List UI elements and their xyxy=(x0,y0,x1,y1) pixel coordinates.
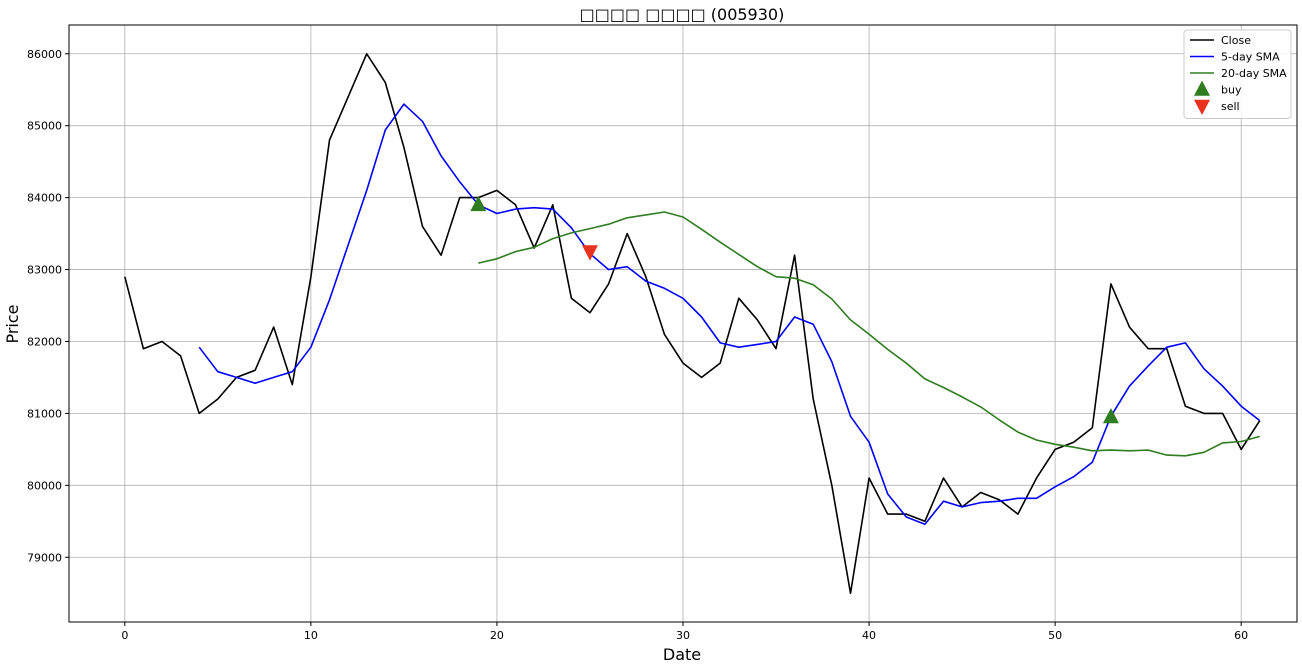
series-line-5-day-sma xyxy=(198,103,1261,526)
x-axis-label: Date xyxy=(663,645,701,664)
series-line-close xyxy=(124,52,1261,595)
x-tick-label: 50 xyxy=(1048,629,1062,642)
x-tick-label: 10 xyxy=(304,629,318,642)
y-tick-label: 83000 xyxy=(27,264,62,277)
y-tick-label: 86000 xyxy=(27,48,62,61)
legend-label: buy xyxy=(1221,84,1242,97)
x-tick-label: 30 xyxy=(676,629,690,642)
tick-layer: 0 10 20 30 40 50 60 79000 80000 81000 82000 83000 84… xyxy=(27,48,1248,642)
legend-swatch xyxy=(1194,99,1210,115)
y-tick-label: 85000 xyxy=(27,120,62,133)
buy-marker xyxy=(1102,408,1119,424)
legend-box xyxy=(1183,29,1292,119)
marker-layer xyxy=(470,195,1119,424)
y-tick-label: 80000 xyxy=(27,479,62,492)
y-tick-label: 82000 xyxy=(27,335,62,348)
legend-label: 20-day SMA xyxy=(1221,67,1287,80)
x-tick-label: 60 xyxy=(1234,629,1248,642)
series-line-20-day-sma xyxy=(478,211,1261,457)
legend-swatch xyxy=(1194,80,1210,96)
grid-layer xyxy=(69,25,1297,622)
x-tick-label: 40 xyxy=(862,629,876,642)
series-layer xyxy=(124,52,1261,595)
y-tick-label: 79000 xyxy=(27,551,62,564)
y-tick-label: 84000 xyxy=(27,192,62,205)
x-tick-label: 0 xyxy=(121,629,128,642)
legend-label: Close xyxy=(1221,34,1251,47)
legend-label: 5-day SMA xyxy=(1221,51,1280,64)
chart-title: □□□□ □□□□ (005930) xyxy=(580,5,785,24)
y-tick-label: 81000 xyxy=(27,407,62,420)
y-axis-label: Price xyxy=(3,304,22,343)
legend: Close 5-day SMA 20-day SMA buy sell xyxy=(1183,29,1292,119)
buy-marker xyxy=(470,195,487,212)
legend-label: sell xyxy=(1221,100,1240,113)
x-tick-label: 20 xyxy=(490,629,504,642)
sell-marker xyxy=(581,245,598,261)
